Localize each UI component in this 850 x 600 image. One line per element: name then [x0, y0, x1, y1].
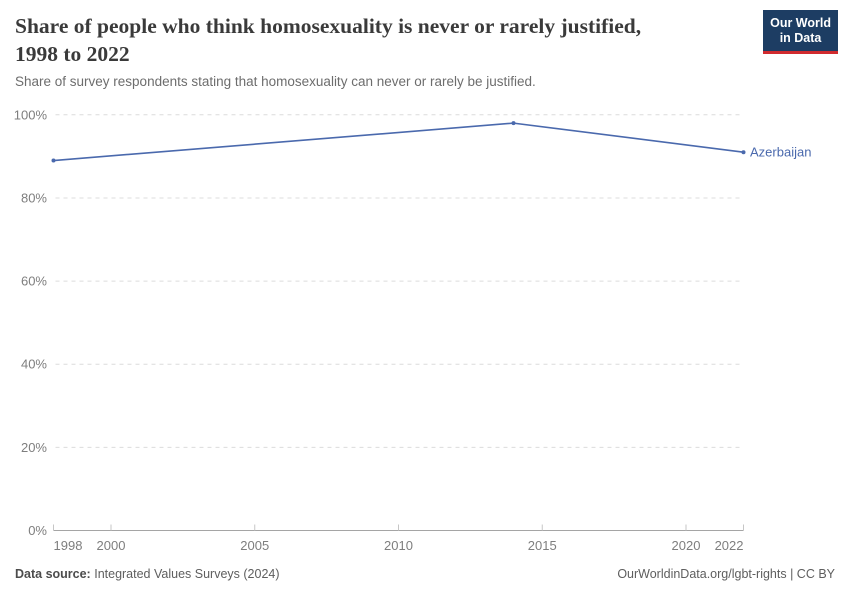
title-line-2: 1998 to 2022	[15, 42, 130, 67]
logo-text-line-2: in Data	[779, 31, 822, 45]
chart-footer: Data source: Integrated Values Surveys (…	[15, 567, 835, 581]
line-chart-svg: 0% 20% 40% 60% 80% 100% 1998 2000 2005 2010 2015 20…	[14, 107, 812, 553]
x-tick-label: 2005	[240, 538, 269, 553]
data-source-label: Data source:	[15, 567, 91, 581]
x-tick-label: 2022	[715, 538, 744, 553]
y-tick-label: 100%	[14, 107, 48, 122]
y-tick-label: 80%	[21, 190, 47, 205]
page-title: Share of people who think homosexuality …	[15, 12, 755, 69]
y-tick-label: 40%	[21, 357, 47, 372]
series-line	[53, 122, 744, 162]
data-source: Data source: Integrated Values Surveys (…	[15, 567, 280, 581]
x-tick-label: 2020	[672, 538, 701, 553]
data-point	[511, 121, 516, 126]
credit-url: OurWorldinData.org/lgbt-rights | CC BY	[617, 567, 835, 581]
x-tick-label: 1998	[54, 538, 83, 553]
data-point	[741, 150, 746, 155]
y-tick-label: 0%	[28, 523, 47, 538]
logo-text-line-1: Our World	[770, 16, 831, 30]
data-source-value: Integrated Values Surveys (2024)	[94, 567, 280, 581]
x-tick-label: 2000	[97, 538, 126, 553]
x-tick-label: 2015	[528, 538, 557, 553]
y-tick-label: 20%	[21, 440, 47, 455]
data-point	[51, 158, 56, 163]
series-entity-label: Azerbaijan	[750, 145, 811, 160]
chart-plot-area: 0% 20% 40% 60% 80% 100% 1998 2000 2005 2010 2015 20…	[0, 95, 850, 570]
y-tick-label: 60%	[21, 274, 47, 289]
title-line-1: Share of people who think homosexuality …	[15, 14, 642, 38]
owid-logo: Our World in Data	[763, 10, 838, 54]
chart-subtitle: Share of survey respondents stating that…	[15, 74, 536, 89]
x-tick-label: 2010	[384, 538, 413, 553]
